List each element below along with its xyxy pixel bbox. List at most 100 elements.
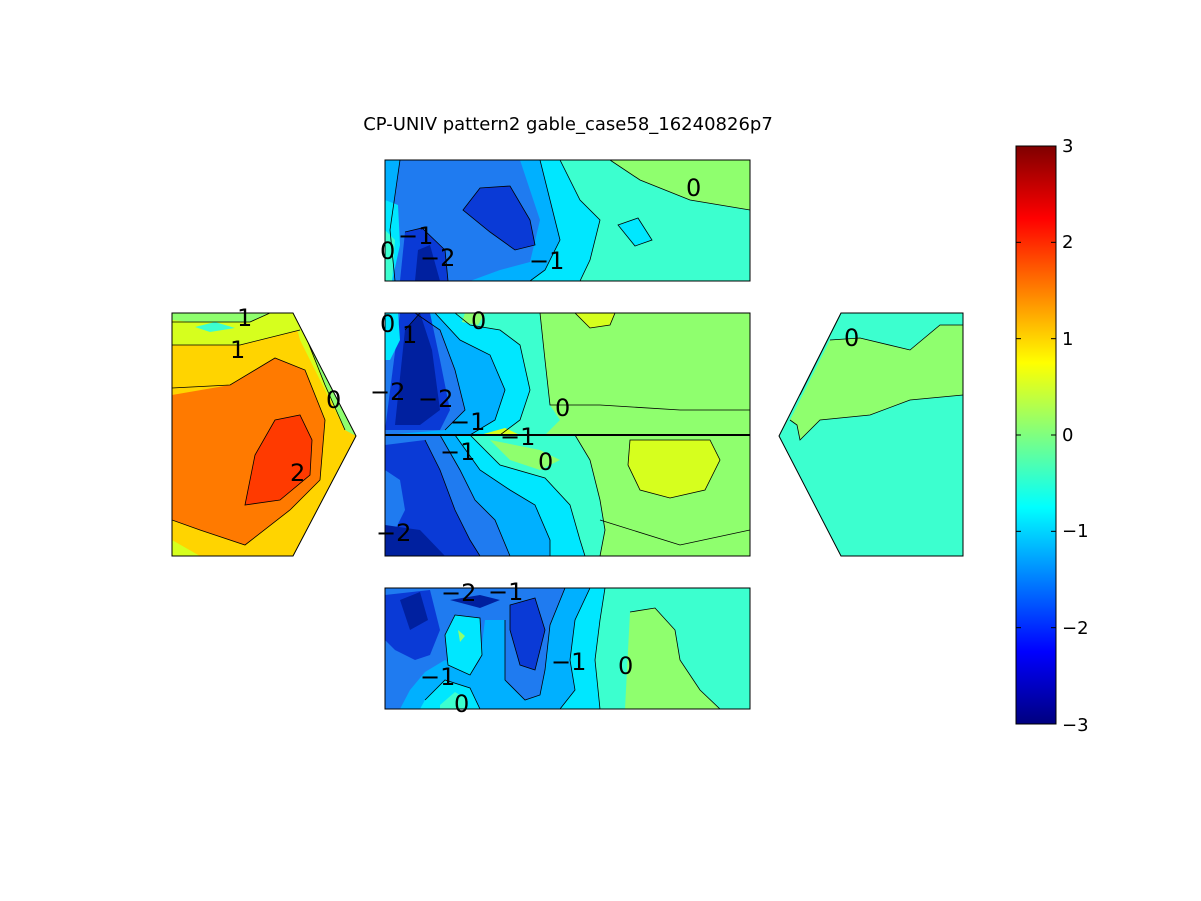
panel-frame [778, 312, 964, 557]
contour-label: 1 [402, 321, 417, 349]
contour-label: −1 [500, 423, 535, 451]
contour-label: 0 [686, 174, 701, 202]
colorbar-tick-label: −1 [1062, 521, 1089, 542]
contour-label: 0 [326, 386, 341, 414]
contour-line [539, 313, 750, 411]
contour-label: −2 [370, 378, 405, 406]
contour-line [529, 160, 561, 281]
contour-line [444, 614, 483, 676]
contour-line [439, 435, 511, 556]
region-fill [245, 415, 312, 505]
contour-line [609, 160, 750, 211]
region-fill [395, 313, 440, 425]
panel-frame [384, 587, 751, 710]
contour-label: 0 [555, 394, 570, 422]
contour-label: −2 [420, 244, 455, 272]
region-fill [385, 440, 480, 556]
contour-line [617, 217, 653, 247]
region-fill [172, 313, 270, 322]
colorbar: 3 2 1 0 −1 −2 −3 [1015, 136, 1089, 736]
contour-label: −2 [418, 385, 453, 413]
contour-line [424, 679, 481, 709]
contour-line [404, 313, 421, 331]
contour-line [599, 519, 750, 546]
region-fill [480, 428, 520, 435]
contour-label: −2 [441, 579, 476, 607]
region-fill [462, 313, 485, 325]
contour-line [434, 313, 506, 435]
region-fill [172, 540, 200, 556]
contour-line [594, 588, 606, 709]
colorbar-tick-label: 0 [1062, 425, 1073, 446]
colorbar-tick-label: −3 [1062, 715, 1089, 736]
panel-left-gable [172, 313, 356, 556]
contour-label: 0 [844, 324, 859, 352]
contour-label: 0 [538, 448, 553, 476]
region-fill [463, 186, 535, 250]
contour-line [509, 597, 546, 671]
contour-label: 0 [380, 237, 395, 265]
contour-line [629, 607, 721, 709]
region-fill [490, 440, 560, 470]
contour-line [462, 185, 536, 251]
contour-line [469, 435, 586, 556]
contour-line [574, 313, 616, 329]
panel-frame [171, 312, 357, 557]
contour-line [559, 588, 591, 709]
region-fill [385, 313, 400, 360]
panel-wall-lower [385, 435, 750, 556]
region-fill [575, 313, 615, 328]
contour-line [244, 414, 313, 506]
contour-label: −1 [398, 222, 433, 250]
colorbar-tick-label: −2 [1062, 618, 1089, 639]
contour-line [559, 160, 601, 281]
region-fill [510, 598, 545, 670]
region-fill [450, 595, 500, 608]
region-fill [458, 630, 465, 642]
colorbar-gradient [1016, 146, 1056, 724]
colorbar-tick-label: 2 [1062, 232, 1073, 253]
contour-line [627, 439, 721, 499]
panel-frame [384, 159, 751, 282]
contour-line [404, 227, 449, 281]
panel-wall-upper [385, 313, 750, 435]
contour-label: −1 [551, 648, 586, 676]
contour-line [829, 324, 963, 351]
contour-label: −1 [450, 408, 485, 436]
contour-label: 1 [237, 304, 252, 332]
contour-line [172, 357, 326, 546]
contour-label: 0 [380, 310, 395, 338]
region-fill [445, 615, 482, 675]
contour-label: −1 [440, 438, 475, 466]
region-fill [385, 230, 395, 281]
contour-line [454, 435, 551, 556]
contour-label: 2 [290, 459, 305, 487]
colorbar-ticks [1016, 145, 1056, 725]
contour-line [389, 160, 401, 281]
contour-line [574, 435, 606, 556]
panel-roof-top [385, 160, 750, 281]
colorbar-tick-label: 3 [1062, 136, 1073, 157]
region-fill [385, 525, 445, 556]
contour-line [172, 329, 301, 346]
panel-roof-bottom [385, 588, 750, 709]
contour-label: −1 [488, 578, 523, 606]
region-fill [610, 160, 750, 210]
region-fill [790, 325, 963, 440]
colorbar-tick-label: 1 [1062, 329, 1073, 350]
region-fill [400, 592, 428, 630]
contour-label: 0 [471, 307, 486, 335]
region-fill [172, 358, 325, 545]
chart-title: CP-UNIV pattern2 gable_case58_16240826p7 [363, 114, 773, 135]
region-fill [440, 692, 468, 709]
contour-label: 0 [618, 652, 633, 680]
contour-label: −1 [529, 247, 564, 275]
contour-line [414, 313, 466, 431]
contour-label: 0 [454, 690, 469, 718]
contour-line [172, 313, 271, 323]
region-fill [195, 322, 235, 332]
contour-label: 1 [230, 336, 245, 364]
contour-line [424, 439, 481, 556]
contour-line [504, 588, 566, 701]
